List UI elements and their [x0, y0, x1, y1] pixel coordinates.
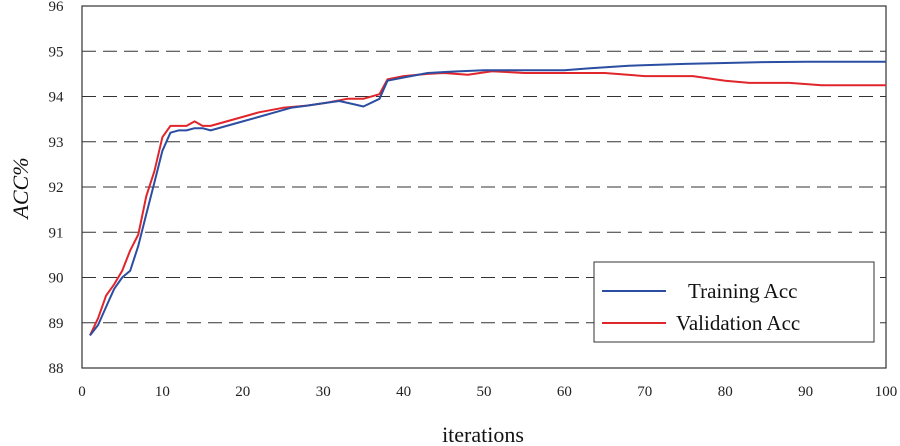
legend: Training Acc Validation Acc	[593, 261, 875, 343]
x-tick-label: 50	[477, 384, 492, 400]
y-tick-label: 90	[49, 271, 64, 287]
x-tick-label: 30	[316, 384, 331, 400]
x-tick-label: 20	[235, 384, 250, 400]
plot-area-frame	[81, 5, 887, 369]
x-tick-label: 0	[78, 384, 86, 400]
x-tick-labels: 0 10 20 30 40 50 60 70 80 90 100	[78, 384, 897, 400]
y-tick-label: 89	[49, 316, 64, 332]
legend-label-training: Training Acc	[688, 279, 797, 303]
y-tick-label: 91	[49, 225, 64, 241]
y-tick-label: 94	[49, 90, 65, 106]
legend-label-validation: Validation Acc	[676, 311, 800, 335]
series-line-training-acc	[89, 60, 886, 337]
x-tick-label: 40	[396, 384, 411, 400]
series-lines	[89, 60, 886, 337]
grid-lines	[82, 50, 886, 324]
y-tick-label: 96	[49, 0, 65, 15]
x-tick-label: 60	[557, 384, 572, 400]
y-tick-label: 92	[49, 180, 64, 196]
x-tick-label: 80	[718, 384, 733, 400]
y-tick-label: 93	[49, 135, 64, 151]
x-tick-label: 70	[637, 384, 652, 400]
y-tick-labels: 88 89 90 91 92 93 94 95 96	[49, 0, 65, 377]
x-axis-title: iterations	[442, 422, 524, 446]
y-tick-label: 95	[49, 44, 64, 60]
x-tick-label: 10	[155, 384, 170, 400]
x-tick-label: 100	[875, 384, 898, 400]
y-tick-label: 88	[49, 361, 64, 377]
y-axis-title: ACC%	[8, 157, 33, 220]
legend-box	[593, 261, 875, 343]
x-tick-label: 90	[798, 384, 813, 400]
